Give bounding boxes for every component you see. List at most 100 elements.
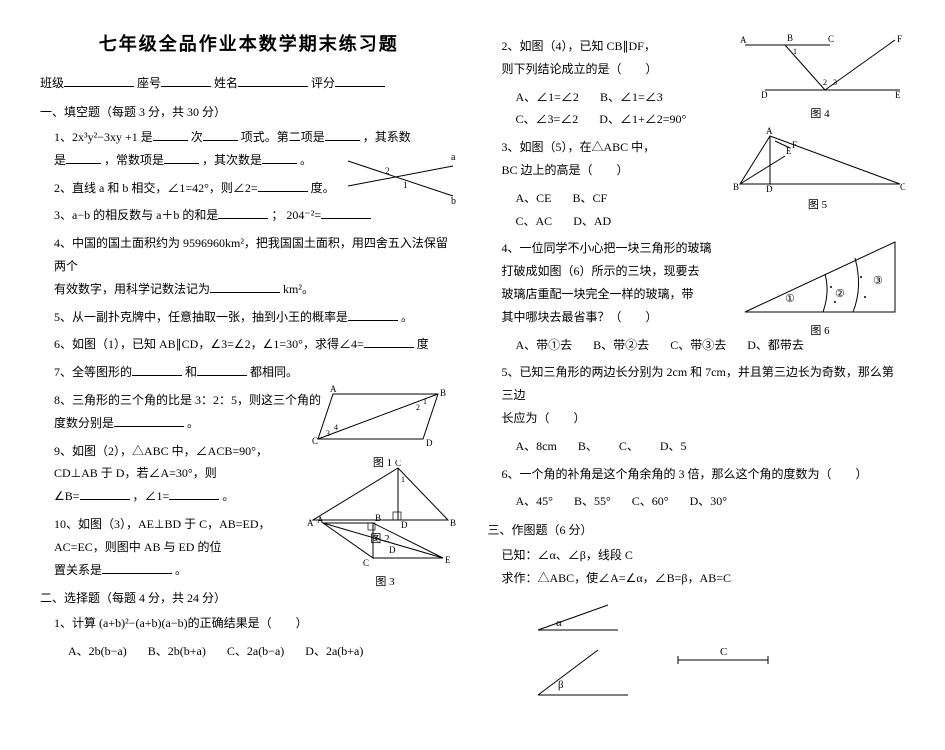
s2q5A: A、8cm xyxy=(516,439,557,453)
score-label: 评分 xyxy=(311,76,335,90)
s2q4: 4、一位同学不小心把一块三角形的玻璃 打破成如图（6）所示的三块，现要去 玻璃店… xyxy=(502,237,906,328)
s2q2D: D、∠1+∠2=90° xyxy=(599,112,686,126)
seat-blank xyxy=(161,74,211,87)
s2q1A: A、2b(b−a) xyxy=(68,644,127,658)
seat-label: 座号 xyxy=(137,76,161,90)
page-title: 七年级全品作业本数学期末练习题 xyxy=(40,30,458,56)
q2-t2: 度。 xyxy=(311,181,335,195)
name-label: 姓名 xyxy=(214,76,238,90)
q10-t4: 。 xyxy=(175,563,187,577)
q7-t3: 都相同。 xyxy=(250,365,298,379)
q10-t3: 置关系是 xyxy=(54,563,102,577)
construction-figures: α β C xyxy=(528,600,906,720)
class-blank xyxy=(64,74,134,87)
s2q6-opts: A、45° B、55° C、60° D、30° xyxy=(516,490,906,513)
s2q5D: D、5 xyxy=(660,439,687,453)
s2q6-t: 6、一个角的补角是这个角余角的 3 倍，那么这个角的度数为（ ） xyxy=(502,467,868,481)
q9-t3: ∠B= xyxy=(54,489,80,503)
svg-text:D: D xyxy=(761,90,768,100)
q1-t3: 项式。第二项是 xyxy=(241,130,325,144)
s2q6: 6、一个角的补角是这个角余角的 3 倍，那么这个角的度数为（ ） xyxy=(502,463,906,486)
q1-t2: 次 xyxy=(191,130,203,144)
q6-t2: 度 xyxy=(417,337,429,351)
s2q6C: C、60° xyxy=(632,494,669,508)
q8-t3: 。 xyxy=(187,416,199,430)
svg-text:B: B xyxy=(733,182,739,192)
svg-text:E: E xyxy=(895,90,901,100)
s2q6A: A、45° xyxy=(516,494,553,508)
class-label: 班级 xyxy=(40,76,64,90)
s2q2-t2: 则下列结论成立的是（ ） xyxy=(502,62,658,76)
s2q6D: D、30° xyxy=(690,494,727,508)
s2q2B: B、∠1=∠3 xyxy=(600,90,663,104)
fig5-label: 图 5 xyxy=(730,196,905,212)
s2q1B: B、2b(b+a) xyxy=(148,644,206,658)
s2q5B: B、 xyxy=(578,439,598,453)
section-1-head: 一、填空题（每题 3 分，共 30 分） xyxy=(40,103,458,120)
s2q4-t2: 打破成如图（6）所示的三块，现要去 xyxy=(502,264,700,278)
right-column: A B C F D E 1 2 3 图 4 2、如图（4），已知 CB∥DF， … xyxy=(488,30,906,720)
student-info: 班级 座号 姓名 评分 xyxy=(40,74,458,91)
s2q4-t4: 其中哪块去最省事？（ ） xyxy=(502,310,658,324)
s2q3D: D、AD xyxy=(573,214,611,228)
s2q4A: A、带①去 xyxy=(516,338,573,352)
q9-t4: ，∠1= xyxy=(133,489,170,503)
q2-t1: 2、直线 a 和 b 相交，∠1=42°，则∠2= xyxy=(54,181,258,195)
name-blank xyxy=(238,74,308,87)
q5: 5、从一副扑克牌中，任意抽取一张，抽到小王的概率是 。 xyxy=(54,306,458,329)
q3-t1: 3、a−b 的相反数与 a＋b 的和是 xyxy=(54,208,218,222)
s2q5: 5、已知三角形的两边长分别为 2cm 和 7cm，并且第三边长为奇数，那么第三边… xyxy=(502,361,906,429)
s2q3-t1: 3、如图（5），在△ABC 中， xyxy=(502,140,656,154)
s2q4-t3: 玻璃店重配一块完全一样的玻璃，带 xyxy=(502,287,694,301)
svg-text:C: C xyxy=(720,646,727,658)
s2q5-opts: A、8cm B、 C、 D、5 xyxy=(516,435,906,458)
s3-given: 已知：∠α、∠β，线段 C 求作：△ABC，使∠A=∠α，∠B=β，AB=C xyxy=(502,544,906,590)
q7-t2: 和 xyxy=(185,365,197,379)
q5-t2: 。 xyxy=(401,310,413,324)
q9: 9、如图（2），△ABC 中，∠ACB=90°， CD⊥AB 于 D，若∠A=3… xyxy=(54,440,458,508)
section-2-head: 二、选择题（每题 4 分，共 24 分） xyxy=(40,589,458,606)
s2q1-opts: A、2b(b−a) B、2b(b+a) C、2a(b−a) D、2a(b+a) xyxy=(68,640,458,663)
s2q5-t2: 长应为（ ） xyxy=(502,411,586,425)
q8-t1: 8、三角形的三个角的比是 3：2：5，则这三个角的 xyxy=(54,393,321,407)
q4-t3: km²。 xyxy=(283,282,314,296)
q1-t1: 1、2x³y²−3xy +1 是 xyxy=(54,130,153,144)
s2q1C: C、2a(b−a) xyxy=(227,644,284,658)
q1-t4: ，其系数 xyxy=(363,130,411,144)
q4-t2: 有效数字，用科学记数法记为 xyxy=(54,282,210,296)
s2q2A: A、∠1=∠2 xyxy=(516,90,579,104)
q4-t1: 4、中国的国土面积约为 9596960km²，把我国国土面积，用四舍五入法保留两… xyxy=(54,236,448,273)
q4: 4、中国的国土面积约为 9596960km²，把我国国土面积，用四舍五入法保留两… xyxy=(54,232,458,300)
q2: 2、直线 a 和 b 相交，∠1=42°，则∠2= 度。 xyxy=(54,177,458,200)
q10-t2: AC=EC，则图中 AB 与 ED 的位 xyxy=(54,540,221,554)
s2q4D: D、都带去 xyxy=(747,338,804,352)
q8: 8、三角形的三个角的比是 3：2：5，则这三个角的 度数分别是 。 xyxy=(54,389,458,435)
s2q2-t1: 2、如图（4），已知 CB∥DF， xyxy=(502,39,656,53)
q1-t6: ，常数项是 xyxy=(104,153,164,167)
svg-text:C: C xyxy=(900,182,905,192)
s2q2: 2、如图（4），已知 CB∥DF， 则下列结论成立的是（ ） xyxy=(502,35,906,81)
svg-text:α: α xyxy=(556,617,562,629)
q7-t1: 7、全等图形的 xyxy=(54,365,132,379)
s2q2C: C、∠3=∠2 xyxy=(516,112,579,126)
worksheet-page: 七年级全品作业本数学期末练习题 班级 座号 姓名 评分 一、填空题（每题 3 分… xyxy=(40,30,905,720)
s2q5-t1: 5、已知三角形的两边长分别为 2cm 和 7cm，并且第三边长为奇数，那么第三边 xyxy=(502,365,894,402)
q1-t7: ，其次数是 xyxy=(202,153,262,167)
q9-t2: CD⊥AB 于 D，若∠A=30°，则 xyxy=(54,466,217,480)
s2q3A: A、CE xyxy=(516,191,552,205)
s2q4C: C、带③去 xyxy=(670,338,726,352)
s2q1: 1、计算 (a+b)²−(a+b)(a−b)的正确结果是（ ） xyxy=(54,612,458,635)
q1-t5: 是 xyxy=(54,153,66,167)
q5-t1: 5、从一副扑克牌中，任意抽取一张，抽到小王的概率是 xyxy=(54,310,348,324)
s2q6B: B、55° xyxy=(574,494,611,508)
q10-t1: 10、如图（3），AE⊥BD 于 C，AB=ED， xyxy=(54,517,271,531)
q6-t1: 6、如图（1），已知 AB∥CD，∠3=∠2，∠1=30°，求得∠4= xyxy=(54,337,364,351)
section-3-head: 三、作图题（6 分） xyxy=(488,521,906,538)
s2q4B: B、带②去 xyxy=(593,338,649,352)
s2q1-t: 1、计算 (a+b)²−(a+b)(a−b)的正确结果是（ ） xyxy=(54,616,308,630)
left-column: 七年级全品作业本数学期末练习题 班级 座号 姓名 评分 一、填空题（每题 3 分… xyxy=(40,30,458,720)
s2q3C: C、AC xyxy=(516,214,553,228)
s2q3-t2: BC 边上的高是（ ） xyxy=(502,163,629,177)
s2q5C: C、 xyxy=(619,439,639,453)
s2q3B: B、CF xyxy=(573,191,608,205)
